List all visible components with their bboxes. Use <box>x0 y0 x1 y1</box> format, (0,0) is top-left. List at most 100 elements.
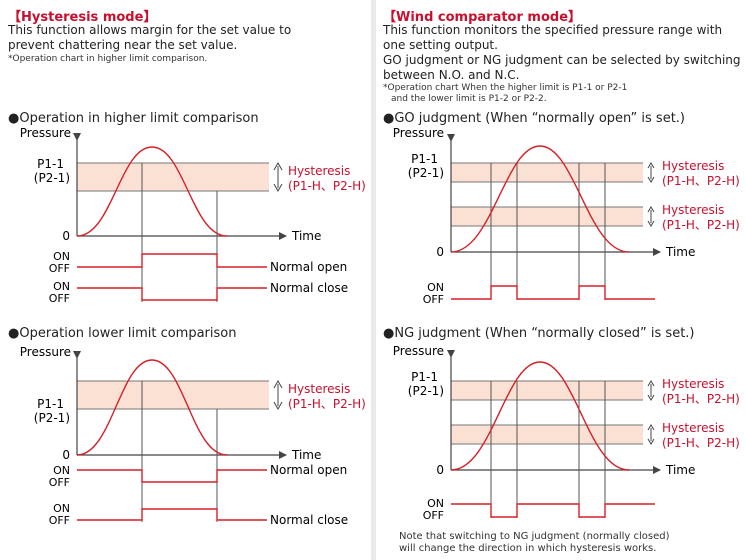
pressure-curve <box>450 361 630 471</box>
hysteresis-param-label: (P1-H、P2-H) <box>662 392 740 406</box>
lower-limit-chart: Pressure P1-1 (P2-1) 0 Time Hysteresis (… <box>20 345 366 527</box>
hysteresis-param-label: (P1-H、P2-H) <box>288 397 366 411</box>
window-desc-line3: GO judgment or NG judgment can be select… <box>383 53 741 67</box>
go-output-signal <box>451 285 655 300</box>
hysteresis-arrow-heads <box>647 162 655 183</box>
title-bracket-close: 】 <box>143 10 157 25</box>
on-label: ON <box>53 250 70 263</box>
pressure-label: Pressure <box>393 126 444 140</box>
window-comparator-title: 【Wind comparator mode】 <box>383 6 581 25</box>
setpoint-label: P1-1 <box>411 370 438 384</box>
lower-hysteresis-band <box>451 425 643 444</box>
upper-hysteresis-band <box>451 163 643 182</box>
on-label: ON <box>53 280 70 293</box>
hysteresis-band <box>77 381 269 409</box>
zero-label: 0 <box>62 448 70 462</box>
on-label: ON <box>427 497 444 510</box>
normal-close-label: Normal close <box>270 281 348 295</box>
window-note-line1: *Operation chart When the higher limit i… <box>383 83 628 93</box>
window-desc-line4: between N.O. and N.C. <box>383 68 520 82</box>
on-label: ON <box>427 281 444 294</box>
off-label: OFF <box>49 476 70 489</box>
hysteresis-param-label: (P1-H、P2-H) <box>662 218 740 232</box>
zero-label: 0 <box>436 245 444 259</box>
hysteresis-label: Hysteresis <box>662 421 724 435</box>
off-label: OFF <box>49 262 70 275</box>
hysteresis-param-label: (P1-H、P2-H) <box>662 174 740 188</box>
ng-output-signal <box>451 503 655 518</box>
go-judgment-heading: ●GO judgment (When “normally open” is se… <box>383 111 686 126</box>
off-label: OFF <box>423 509 444 522</box>
title-text: Hysteresis mode <box>21 10 144 25</box>
title-bracket-open: 【 <box>383 10 397 25</box>
hysteresis-arrow-heads <box>273 379 283 411</box>
hysteresis-param-label: (P1-H、P2-H) <box>662 436 740 450</box>
setpoint-label-alt: (P2-1) <box>408 166 444 180</box>
time-label: Time <box>291 229 321 243</box>
setpoint-label: P1-1 <box>411 152 438 166</box>
hysteresis-label: Hysteresis <box>662 377 724 391</box>
off-label: OFF <box>49 514 70 527</box>
hysteresis-label: Hysteresis <box>288 164 350 178</box>
hysteresis-note: *Operation chart in higher limit compari… <box>8 54 208 64</box>
setpoint-label-alt: (P2-1) <box>34 171 70 185</box>
setpoint-label: P1-1 <box>37 397 64 411</box>
pressure-curve <box>76 359 228 456</box>
normal-close-signal <box>77 508 267 521</box>
window-comparator-panel <box>376 0 745 560</box>
ng-judgment-chart: Pressure P1-1 (P2-1) 0 Time Hysteresis (… <box>393 344 740 522</box>
pressure-label: Pressure <box>20 126 71 140</box>
footnote-line1: Note that switching to NG judgment (norm… <box>399 531 670 542</box>
hysteresis-desc-line1: This function allows margin for the set … <box>8 23 292 37</box>
normal-close-signal <box>77 287 267 301</box>
normal-open-signal <box>77 253 267 268</box>
title-text: Wind comparator mode <box>396 10 569 25</box>
hysteresis-label: Hysteresis <box>662 159 724 173</box>
upper-hysteresis-band <box>451 381 643 400</box>
off-label: OFF <box>49 292 70 305</box>
window-desc-line2: one setting output. <box>383 38 498 52</box>
normal-open-signal <box>77 469 267 483</box>
time-label: Time <box>665 245 695 259</box>
hysteresis-mode-title: 【Hysteresis mode】 <box>8 6 156 25</box>
on-label: ON <box>53 464 70 477</box>
lower-limit-heading: ●Operation lower limit comparison <box>8 326 237 341</box>
footnote-line2: will change the direction in which hyste… <box>399 543 657 554</box>
setpoint-label-alt: (P2-1) <box>408 384 444 398</box>
zero-label: 0 <box>436 463 444 477</box>
time-label: Time <box>665 463 695 477</box>
go-judgment-chart: Pressure P1-1 (P2-1) 0 Time Hysteresis (… <box>393 126 740 306</box>
normal-close-label: Normal close <box>270 513 348 527</box>
setpoint-label-alt: (P2-1) <box>34 411 70 425</box>
normal-open-label: Normal open <box>270 260 347 274</box>
hysteresis-param-label: (P1-H、P2-H) <box>288 179 366 193</box>
hysteresis-label: Hysteresis <box>662 203 724 217</box>
hysteresis-arrow-heads <box>647 424 655 445</box>
hysteresis-band <box>77 163 269 191</box>
window-note-line2: and the lower limit is P1-2 or P2-2. <box>391 94 547 104</box>
title-bracket-open: 【 <box>8 10 22 25</box>
higher-limit-heading: ●Operation in higher limit comparison <box>8 111 259 126</box>
hysteresis-arrow-heads <box>647 206 655 227</box>
hysteresis-arrow-heads <box>273 161 283 193</box>
title-bracket-close: 】 <box>568 10 582 25</box>
pressure-curve <box>76 146 228 237</box>
window-desc-line1: This function monitors the specified pre… <box>383 23 723 37</box>
lower-hysteresis-band <box>451 207 643 226</box>
hysteresis-mode-panel <box>0 0 371 560</box>
pressure-curve <box>450 145 630 253</box>
off-label: OFF <box>423 293 444 306</box>
ng-judgment-heading: ●NG judgment (When “normally closed” is … <box>383 326 695 341</box>
hysteresis-desc-line2: prevent chattering near the set value. <box>8 38 238 52</box>
hysteresis-label: Hysteresis <box>288 382 350 396</box>
pressure-label: Pressure <box>393 344 444 358</box>
time-label: Time <box>291 448 321 462</box>
pressure-label: Pressure <box>20 345 71 359</box>
zero-label: 0 <box>62 229 70 243</box>
on-label: ON <box>53 502 70 515</box>
higher-limit-chart: Pressure P1-1 (P2-1) 0 Time Hysteresis (… <box>20 126 366 305</box>
hysteresis-arrow-heads <box>647 380 655 401</box>
setpoint-label: P1-1 <box>37 157 64 171</box>
normal-open-label: Normal open <box>270 463 347 477</box>
